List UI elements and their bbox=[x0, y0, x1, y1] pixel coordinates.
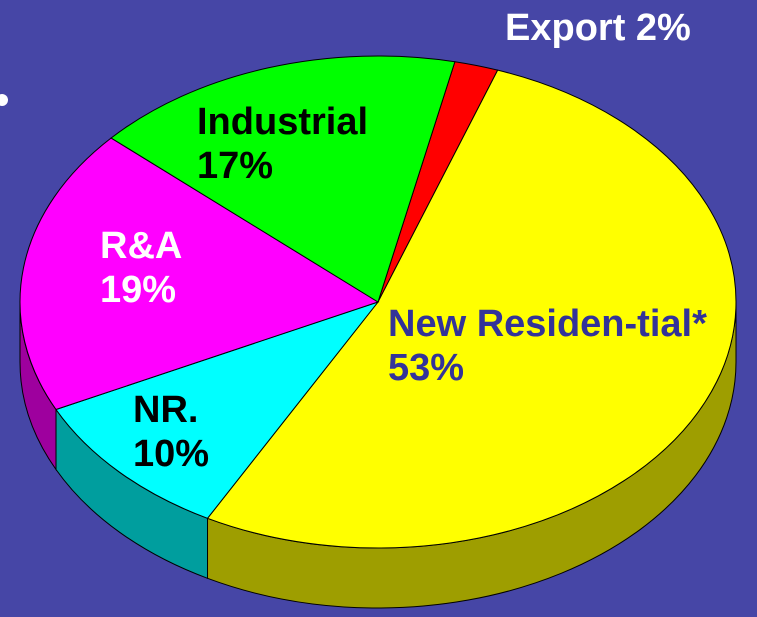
pie-slice bbox=[19, 137, 380, 411]
category-label: R&A bbox=[100, 225, 181, 267]
value-label: 53% bbox=[388, 347, 465, 389]
category-label: Export bbox=[505, 7, 626, 49]
slice-label: Export 2% bbox=[505, 6, 757, 50]
value-label: 17% bbox=[197, 145, 274, 187]
value-label: 19% bbox=[100, 269, 177, 311]
value-label: 2% bbox=[635, 7, 691, 49]
slice-label: Industrial 17% bbox=[197, 100, 427, 188]
slice-label: R&A 19% bbox=[100, 224, 220, 312]
category-label: New Residen-tial* bbox=[388, 303, 707, 345]
slice-label: New Residen-tial* 53% bbox=[388, 302, 728, 390]
bullet bbox=[0, 94, 8, 106]
pie-slice bbox=[55, 300, 380, 519]
pie-slice bbox=[110, 55, 456, 303]
slice-label: NR. 10% bbox=[133, 388, 243, 476]
category-label: Industrial bbox=[197, 101, 369, 143]
value-label: 10% bbox=[133, 433, 210, 475]
pie-tops bbox=[19, 55, 737, 549]
pie-slice bbox=[206, 69, 737, 549]
category-label: NR. bbox=[133, 389, 199, 431]
